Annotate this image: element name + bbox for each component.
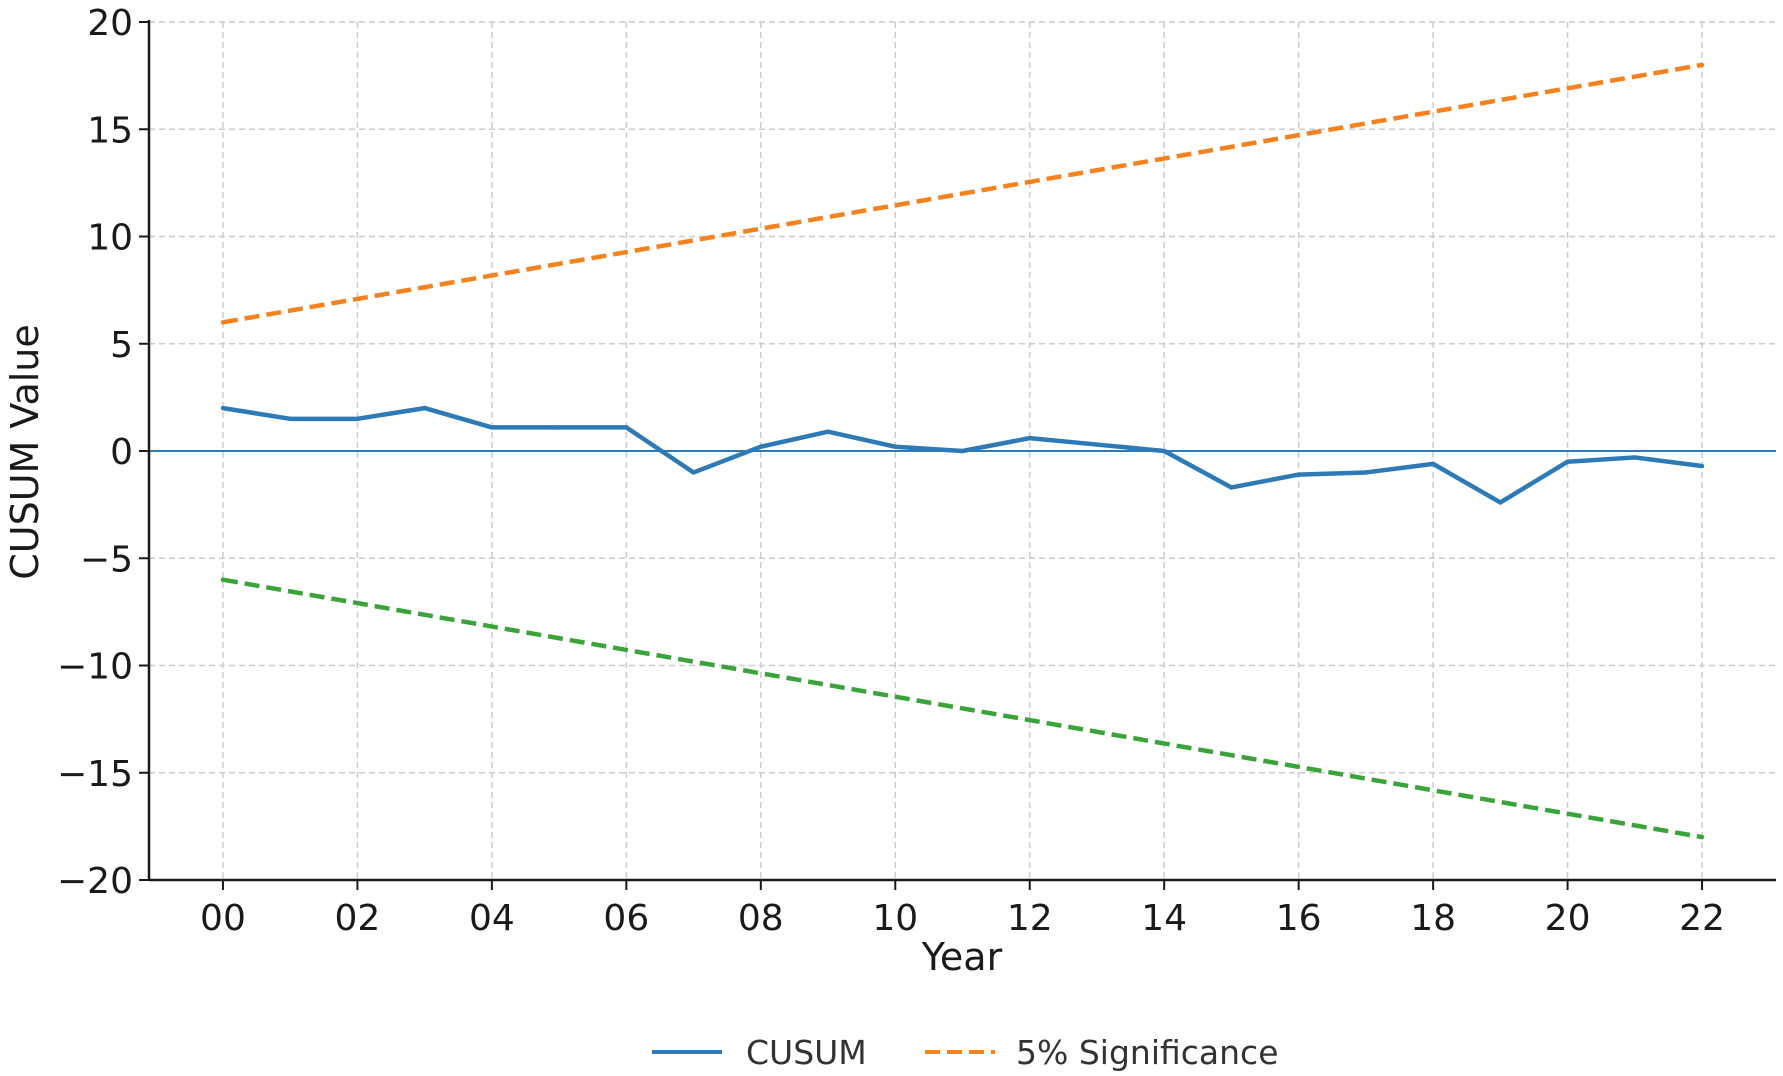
series-cusum-point-0 xyxy=(220,405,226,411)
series-cusum-point-5 xyxy=(556,425,562,430)
y-tick-label-7: 15 xyxy=(87,110,133,151)
legend-label-significance: 5% Significance xyxy=(1016,1033,1279,1072)
series-cusum-point-15 xyxy=(1229,485,1234,490)
y-tick-label-1: −15 xyxy=(57,754,133,795)
x-tick-label-6: 12 xyxy=(1007,898,1053,939)
ticks: 00 02 04 06 08 10 12 14 16 18 20 22 −20 −15 −10 −5 0 5 10 1… xyxy=(57,3,1725,939)
series-5-significance-point-1 xyxy=(1699,62,1705,68)
x-tick-label-5: 10 xyxy=(872,898,918,939)
x-tick-label-3: 06 xyxy=(603,898,649,939)
series-cusum-line xyxy=(222,405,1703,505)
series-cusum-point-19 xyxy=(1498,500,1503,505)
x-tick-label-9: 18 xyxy=(1410,898,1456,939)
series-5-significance-line xyxy=(222,62,1703,325)
series-group xyxy=(220,62,1705,840)
series-lower-bound-line xyxy=(222,577,1703,840)
series-cusum-point-6 xyxy=(624,425,629,430)
series-lower-bound-point-0 xyxy=(220,577,226,582)
series-cusum-point-18 xyxy=(1430,461,1436,467)
x-tick-label-2: 04 xyxy=(469,898,515,939)
y-tick-label-0: −20 xyxy=(57,861,133,902)
y-tick-label-8: 20 xyxy=(87,3,133,44)
series-cusum-point-20 xyxy=(1565,459,1570,464)
series-cusum-point-17 xyxy=(1363,470,1369,475)
x-axis-title: Year xyxy=(921,935,1003,979)
y-tick-label-5: 5 xyxy=(110,325,133,366)
series-cusum-point-11 xyxy=(960,448,965,454)
x-tick-label-8: 16 xyxy=(1276,898,1322,939)
series-cusum-point-3 xyxy=(422,405,427,411)
x-tick-label-4: 08 xyxy=(738,898,784,939)
series-cusum-point-13 xyxy=(1094,442,1100,447)
legend: CUSUM 5% Significance xyxy=(652,1033,1279,1072)
series-cusum-point-10 xyxy=(893,444,898,449)
legend-label-cusum: CUSUM xyxy=(746,1033,867,1072)
x-tick-label-11: 22 xyxy=(1679,898,1725,939)
series-cusum-point-12 xyxy=(1027,435,1032,441)
x-tick-label-10: 20 xyxy=(1545,898,1591,939)
series-cusum-point-7 xyxy=(691,470,696,475)
x-tick-label-7: 14 xyxy=(1141,898,1187,939)
series-cusum-point-16 xyxy=(1296,472,1301,477)
y-tick-label-4: 0 xyxy=(110,432,133,473)
series-cusum-point-1 xyxy=(287,416,293,422)
series-lower-bound-point-1 xyxy=(1699,834,1705,840)
series-cusum-point-22 xyxy=(1699,463,1705,469)
y-tick-label-2: −10 xyxy=(57,647,133,688)
y-tick-label-6: 10 xyxy=(87,218,133,259)
series-5-significance-point-0 xyxy=(220,320,226,325)
series-cusum-point-14 xyxy=(1161,448,1167,454)
series-cusum-point-8 xyxy=(758,444,764,449)
series-cusum-point-4 xyxy=(489,425,495,430)
series-cusum-point-9 xyxy=(825,429,831,434)
y-axis-title: CUSUM Value xyxy=(3,324,47,580)
x-tick-label-1: 02 xyxy=(335,898,381,939)
y-tick-label-3: −5 xyxy=(80,539,133,580)
series-cusum-point-21 xyxy=(1632,455,1638,460)
x-tick-label-0: 00 xyxy=(200,898,246,939)
series-cusum-point-2 xyxy=(355,416,360,422)
